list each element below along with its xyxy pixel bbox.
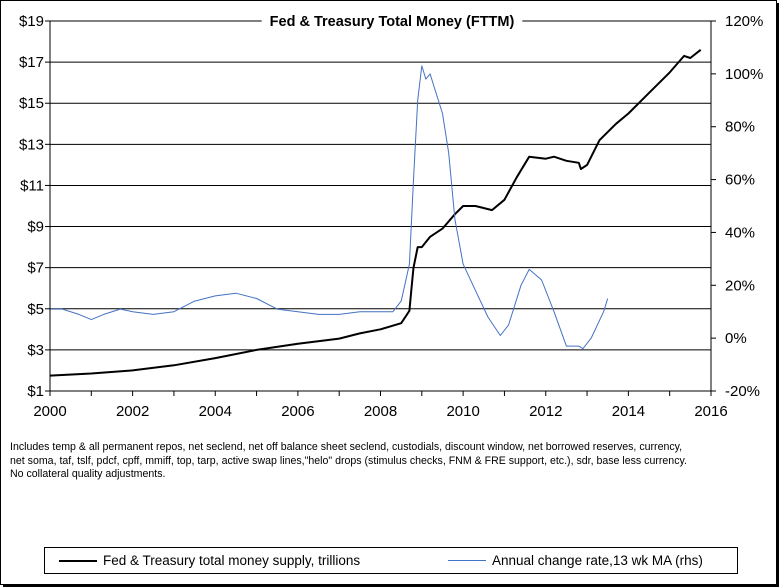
legend: Fed & Treasury total money supply, trill… [44, 547, 738, 574]
plot-area-border [49, 20, 712, 392]
x-tick-label: 2012 [529, 403, 562, 420]
y-tick-label: $1 [27, 383, 44, 400]
y-tick-label: $11 [20, 177, 44, 194]
x-tick-label: 2002 [116, 403, 149, 420]
x-tick-label: 2016 [694, 403, 727, 420]
y-tick-label: $9 [27, 219, 44, 236]
y2-tick-label: 60% [725, 172, 755, 189]
footnote: Includes temp & all permanent repos, net… [10, 441, 760, 482]
footnote-line: net soma, taf, tslf, pdcf, cpff, mmiff, … [10, 454, 687, 467]
x-tick-label: 2008 [364, 403, 397, 420]
y-tick-label: $5 [27, 301, 44, 318]
legend-label: Fed & Treasury total money supply, trill… [103, 553, 361, 568]
y-tick-label: $3 [27, 342, 44, 359]
series-line-change-rate [50, 65, 609, 350]
y2-tick-label: 20% [725, 277, 755, 294]
series-lines [49, 49, 702, 377]
chart-title-group: Fed & Treasury Total Money (FTTM) [261, 11, 523, 31]
chart-title-box [261, 11, 523, 31]
x-tick-label: 2014 [612, 403, 645, 420]
x-tick-label: 2006 [281, 403, 314, 420]
x-tick-label: 2010 [446, 403, 479, 420]
y2-tick-label: 120% [725, 13, 763, 30]
y2-tick-label: 80% [725, 119, 755, 136]
y-tick-label: $7 [27, 260, 44, 277]
series-line-money-supply [49, 49, 702, 377]
footnote-line: Includes temp & all permanent repos, net… [10, 441, 683, 453]
footnote-line: No collateral quality adjustments. [10, 468, 166, 481]
chart-title: Fed & Treasury Total Money (FTTM) [270, 14, 515, 30]
x-tick-label: 2000 [33, 403, 66, 420]
axis-tick-labels: $19 $17 $15 $13 $11 $9 $7 $5 $3 $1 120% 100% 80% 60% 4… [19, 13, 763, 420]
legend-swatch-blue [448, 560, 486, 561]
y-tick-label: $15 [19, 95, 44, 112]
y2-tick-label: -20% [725, 383, 760, 400]
legend-item-money-supply: Fed & Treasury total money supply, trill… [59, 548, 360, 573]
axis-ticks [45, 20, 716, 396]
legend-item-change-rate: Annual change rate,13 wk MA (rhs) [448, 548, 703, 573]
grid-lines [50, 61, 711, 351]
legend-swatch-black [59, 559, 97, 562]
y-tick-label: $13 [19, 136, 44, 153]
x-tick-label: 2004 [199, 403, 232, 420]
y-tick-label: $19 [19, 13, 44, 30]
legend-label: Annual change rate,13 wk MA (rhs) [492, 553, 703, 568]
y2-tick-label: 0% [725, 330, 747, 347]
y2-tick-label: 40% [725, 224, 755, 241]
y-tick-label: $17 [19, 54, 44, 71]
y2-tick-label: 100% [725, 66, 763, 83]
